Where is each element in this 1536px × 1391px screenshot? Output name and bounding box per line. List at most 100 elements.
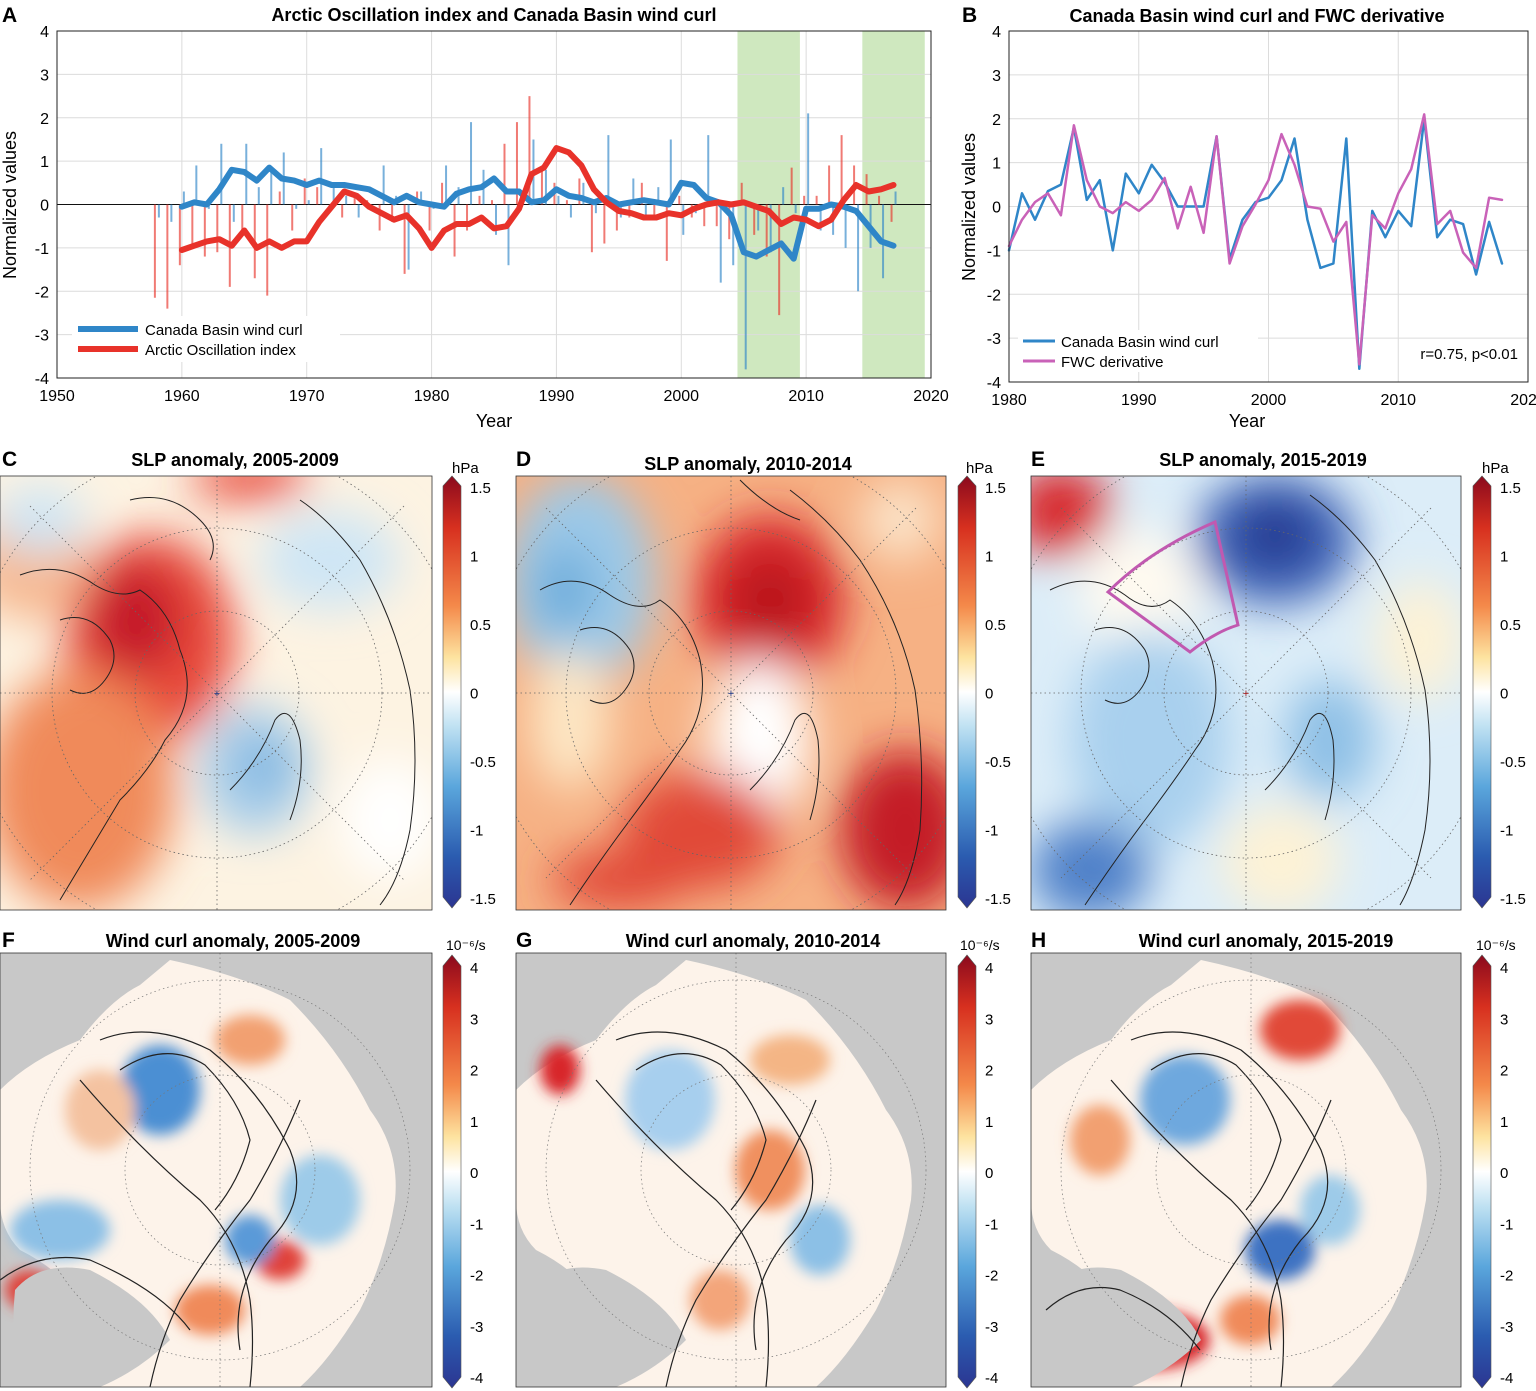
colorbar-tick-f-2: 2 (470, 1063, 478, 1080)
colorbar-tick-d-6: -1.5 (985, 891, 1011, 908)
xtick-label-2010: 2010 (788, 388, 824, 405)
map-g (516, 953, 946, 1387)
map-d: + (516, 476, 946, 910)
colorbar-tick-h-2: 2 (1500, 1063, 1508, 1080)
colorbar-tick-c-1: 1 (470, 549, 478, 566)
colorbar-tick-f-5: -1 (470, 1216, 483, 1233)
ytick-label--1: -1 (987, 243, 1001, 260)
colorbar-tick-h-1: 3 (1500, 1011, 1508, 1028)
colorbar-tick-e-5: -1 (1500, 823, 1513, 840)
ytick-label-2: 2 (40, 111, 49, 128)
xtick-label-2020: 2020 (1510, 392, 1536, 409)
colorbar-tick-e-1: 1 (1500, 549, 1508, 566)
ytick-label-0: 0 (40, 198, 49, 215)
xtick-label-2000: 2000 (663, 388, 699, 405)
chart-h-title: Wind curl anomaly, 2015-2019 (1139, 931, 1394, 951)
chart-e-title: SLP anomaly, 2015-2019 (1159, 450, 1366, 470)
colorbar-tick-g-7: -3 (985, 1319, 998, 1336)
colorbar-tick-c-0: 1.5 (470, 480, 491, 497)
ytick-label-4: 4 (992, 24, 1001, 41)
colorbar-tick-h-3: 1 (1500, 1114, 1508, 1131)
colorbar-e-unit: hPa (1482, 460, 1509, 477)
map-e: + (1031, 476, 1461, 910)
colorbar-tick-f-0: 4 (470, 960, 478, 977)
colorbar-tick-g-6: -2 (985, 1268, 998, 1285)
axes-a-frame (56, 30, 932, 379)
colorbar-tick-e-2: 0.5 (1500, 617, 1521, 634)
ytick-label-0: 0 (992, 200, 1001, 217)
chart-a-title: Arctic Oscillation index and Canada Basi… (271, 5, 716, 25)
colorbar-tick-h-4: 0 (1500, 1165, 1508, 1182)
xtick-label-1990: 1990 (1121, 392, 1157, 409)
colorbar-tick-f-8: -4 (470, 1370, 483, 1387)
chart-c-title: SLP anomaly, 2005-2009 (131, 450, 338, 470)
colorbar-tick-g-5: -1 (985, 1216, 998, 1233)
ytick-label--1: -1 (35, 241, 49, 258)
colorbar-tick-e-6: -1.5 (1500, 891, 1526, 908)
colorbar-tick-h-8: -4 (1500, 1370, 1513, 1387)
colorbar-tick-h-6: -2 (1500, 1268, 1513, 1285)
chart-a-ylabel: Normalized values (0, 131, 20, 279)
ytick-label--3: -3 (987, 331, 1001, 348)
colorbar-h-unit: 10⁻⁶/s (1476, 937, 1516, 953)
legend-a-curl-label: Canada Basin wind curl (145, 322, 303, 339)
xtick-label-1970: 1970 (289, 388, 325, 405)
colorbar-tick-d-2: 0.5 (985, 617, 1006, 634)
colorbar-f-unit: 10⁻⁶/s (446, 937, 486, 953)
chart-b-title: Canada Basin wind curl and FWC derivativ… (1069, 6, 1444, 26)
panel-letter-e: E (1031, 448, 1045, 471)
chart-b-ylabel: Normalized values (959, 133, 979, 281)
colorbar-h: 10⁻⁶/s 4 3 2 1 0 -1 -2 -3 -4 (1472, 937, 1516, 1389)
ytick-label-4: 4 (40, 24, 49, 41)
panel-f: F Wind curl anomaly, 2005-2009 (0, 929, 486, 1389)
chart-b-xlabel: Year (1229, 411, 1265, 431)
colorbar-tick-g-8: -4 (985, 1370, 998, 1387)
chart-d-title: SLP anomaly, 2010-2014 (644, 454, 851, 474)
legend-b: Canada Basin wind curl FWC derivative (1018, 330, 1258, 372)
chart-b-annotation: r=0.75, p<0.01 (1420, 346, 1518, 363)
colorbar-tick-d-1: 1 (985, 549, 993, 566)
colorbar-e: hPa 1.5 1 0.5 0 -0.5 -1 -1.5 (1472, 460, 1526, 909)
legend-a: Canada Basin wind curl Arctic Oscillatio… (72, 316, 340, 362)
colorbar-tick-c-3: 0 (470, 686, 478, 703)
colorbar-tick-g-2: 2 (985, 1063, 993, 1080)
chart-f-title: Wind curl anomaly, 2005-2009 (106, 931, 361, 951)
canada-basin-region-outline (1105, 519, 1240, 654)
colorbar-tick-d-3: 0 (985, 686, 993, 703)
panel-e: E SLP anomaly, 2015-2019 (1030, 448, 1526, 911)
colorbar-tick-f-4: 0 (470, 1165, 478, 1182)
ytick-label-3: 3 (40, 67, 49, 84)
colorbar-tick-e-0: 1.5 (1500, 480, 1521, 497)
panel-letter-h: H (1031, 929, 1046, 952)
ytick-label-3: 3 (992, 68, 1001, 85)
panel-letter-c: C (2, 448, 17, 471)
series-line-fwc-derivative (1007, 113, 1504, 366)
map-c: + (0, 476, 432, 910)
panel-letter-d: D (516, 448, 531, 471)
colorbar-g: 10⁻⁶/s 4 3 2 1 0 -1 -2 -3 -4 (957, 937, 1000, 1389)
colorbar-tick-h-0: 4 (1500, 960, 1508, 977)
colorbar-g-unit: 10⁻⁶/s (960, 937, 1000, 953)
colorbar-tick-g-0: 4 (985, 960, 993, 977)
colorbar-tick-d-4: -0.5 (985, 754, 1011, 771)
colorbar-d-unit: hPa (966, 460, 993, 477)
colorbar-c: hPa 1.5 1 0.5 0 -0.5 -1 -1.5 (442, 460, 496, 909)
colorbar-tick-h-7: -3 (1500, 1319, 1513, 1336)
colorbar-tick-d-5: -1 (985, 823, 998, 840)
xtick-label-2020: 2020 (913, 388, 949, 405)
panel-h: H Wind curl anomaly, 2015-2019 (1030, 929, 1516, 1389)
xtick-label-2000: 2000 (1251, 392, 1287, 409)
colorbar-tick-d-0: 1.5 (985, 480, 1006, 497)
colorbar-tick-e-3: 0 (1500, 686, 1508, 703)
series-line-arctic-oscillation-index (178, 145, 897, 253)
colorbar-tick-f-6: -2 (470, 1268, 483, 1285)
colorbar-d: hPa 1.5 1 0.5 0 -0.5 -1 -1.5 (957, 460, 1011, 909)
panel-a: A Arctic Oscillation index and Canada Ba… (0, 4, 949, 431)
ytick-label--2: -2 (35, 284, 49, 301)
ytick-label--4: -4 (987, 375, 1001, 392)
colorbar-tick-e-4: -0.5 (1500, 754, 1526, 771)
colorbar-tick-g-4: 0 (985, 1165, 993, 1182)
colorbar-tick-f-1: 3 (470, 1011, 478, 1028)
panel-g: G Wind curl anomaly, 2010-2014 (515, 929, 1000, 1389)
ytick-label--2: -2 (987, 287, 1001, 304)
